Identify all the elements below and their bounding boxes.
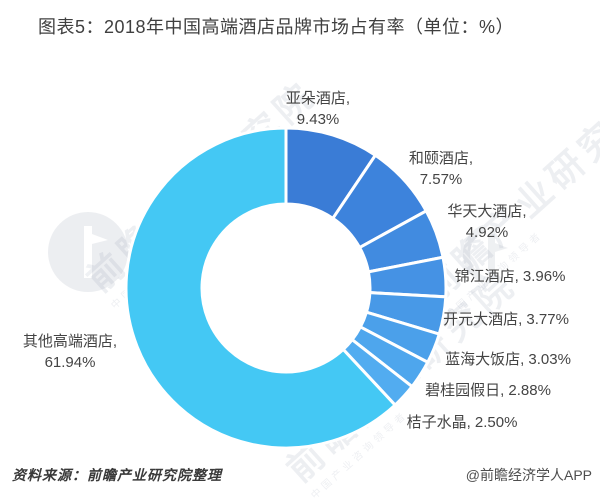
chart-title: 图表5：2018年中国高端酒店品牌市场占有率（单位：%） — [38, 17, 515, 37]
slice-label-其他高端酒店: 其他高端酒店, 61.94% — [22, 333, 118, 371]
slice-label-碧桂园假日: 碧桂园假日, 2.88% — [425, 382, 551, 399]
slice-label-桔子水晶: 桔子水晶, 2.50% — [406, 414, 518, 431]
slice-label-锦江酒店: 锦江酒店, 3.96% — [454, 268, 566, 285]
slice-label-华天大酒店: 华天大酒店, 4.92% — [447, 203, 527, 241]
slice-label-开元大酒店: 开元大酒店, 3.77% — [443, 311, 569, 328]
credit-note: @前瞻经济学人APP — [465, 467, 592, 483]
slice-label-和颐酒店: 和颐酒店, 7.57% — [408, 150, 474, 188]
source-note: 资料来源：前瞻产业研究院整理 — [12, 467, 222, 483]
slice-label-蓝海大饭店: 蓝海大饭店, 3.03% — [445, 351, 571, 368]
slice-label-亚朵酒店: 亚朵酒店, 9.43% — [285, 90, 351, 128]
donut-slice-其他高端酒店 — [124, 126, 398, 450]
